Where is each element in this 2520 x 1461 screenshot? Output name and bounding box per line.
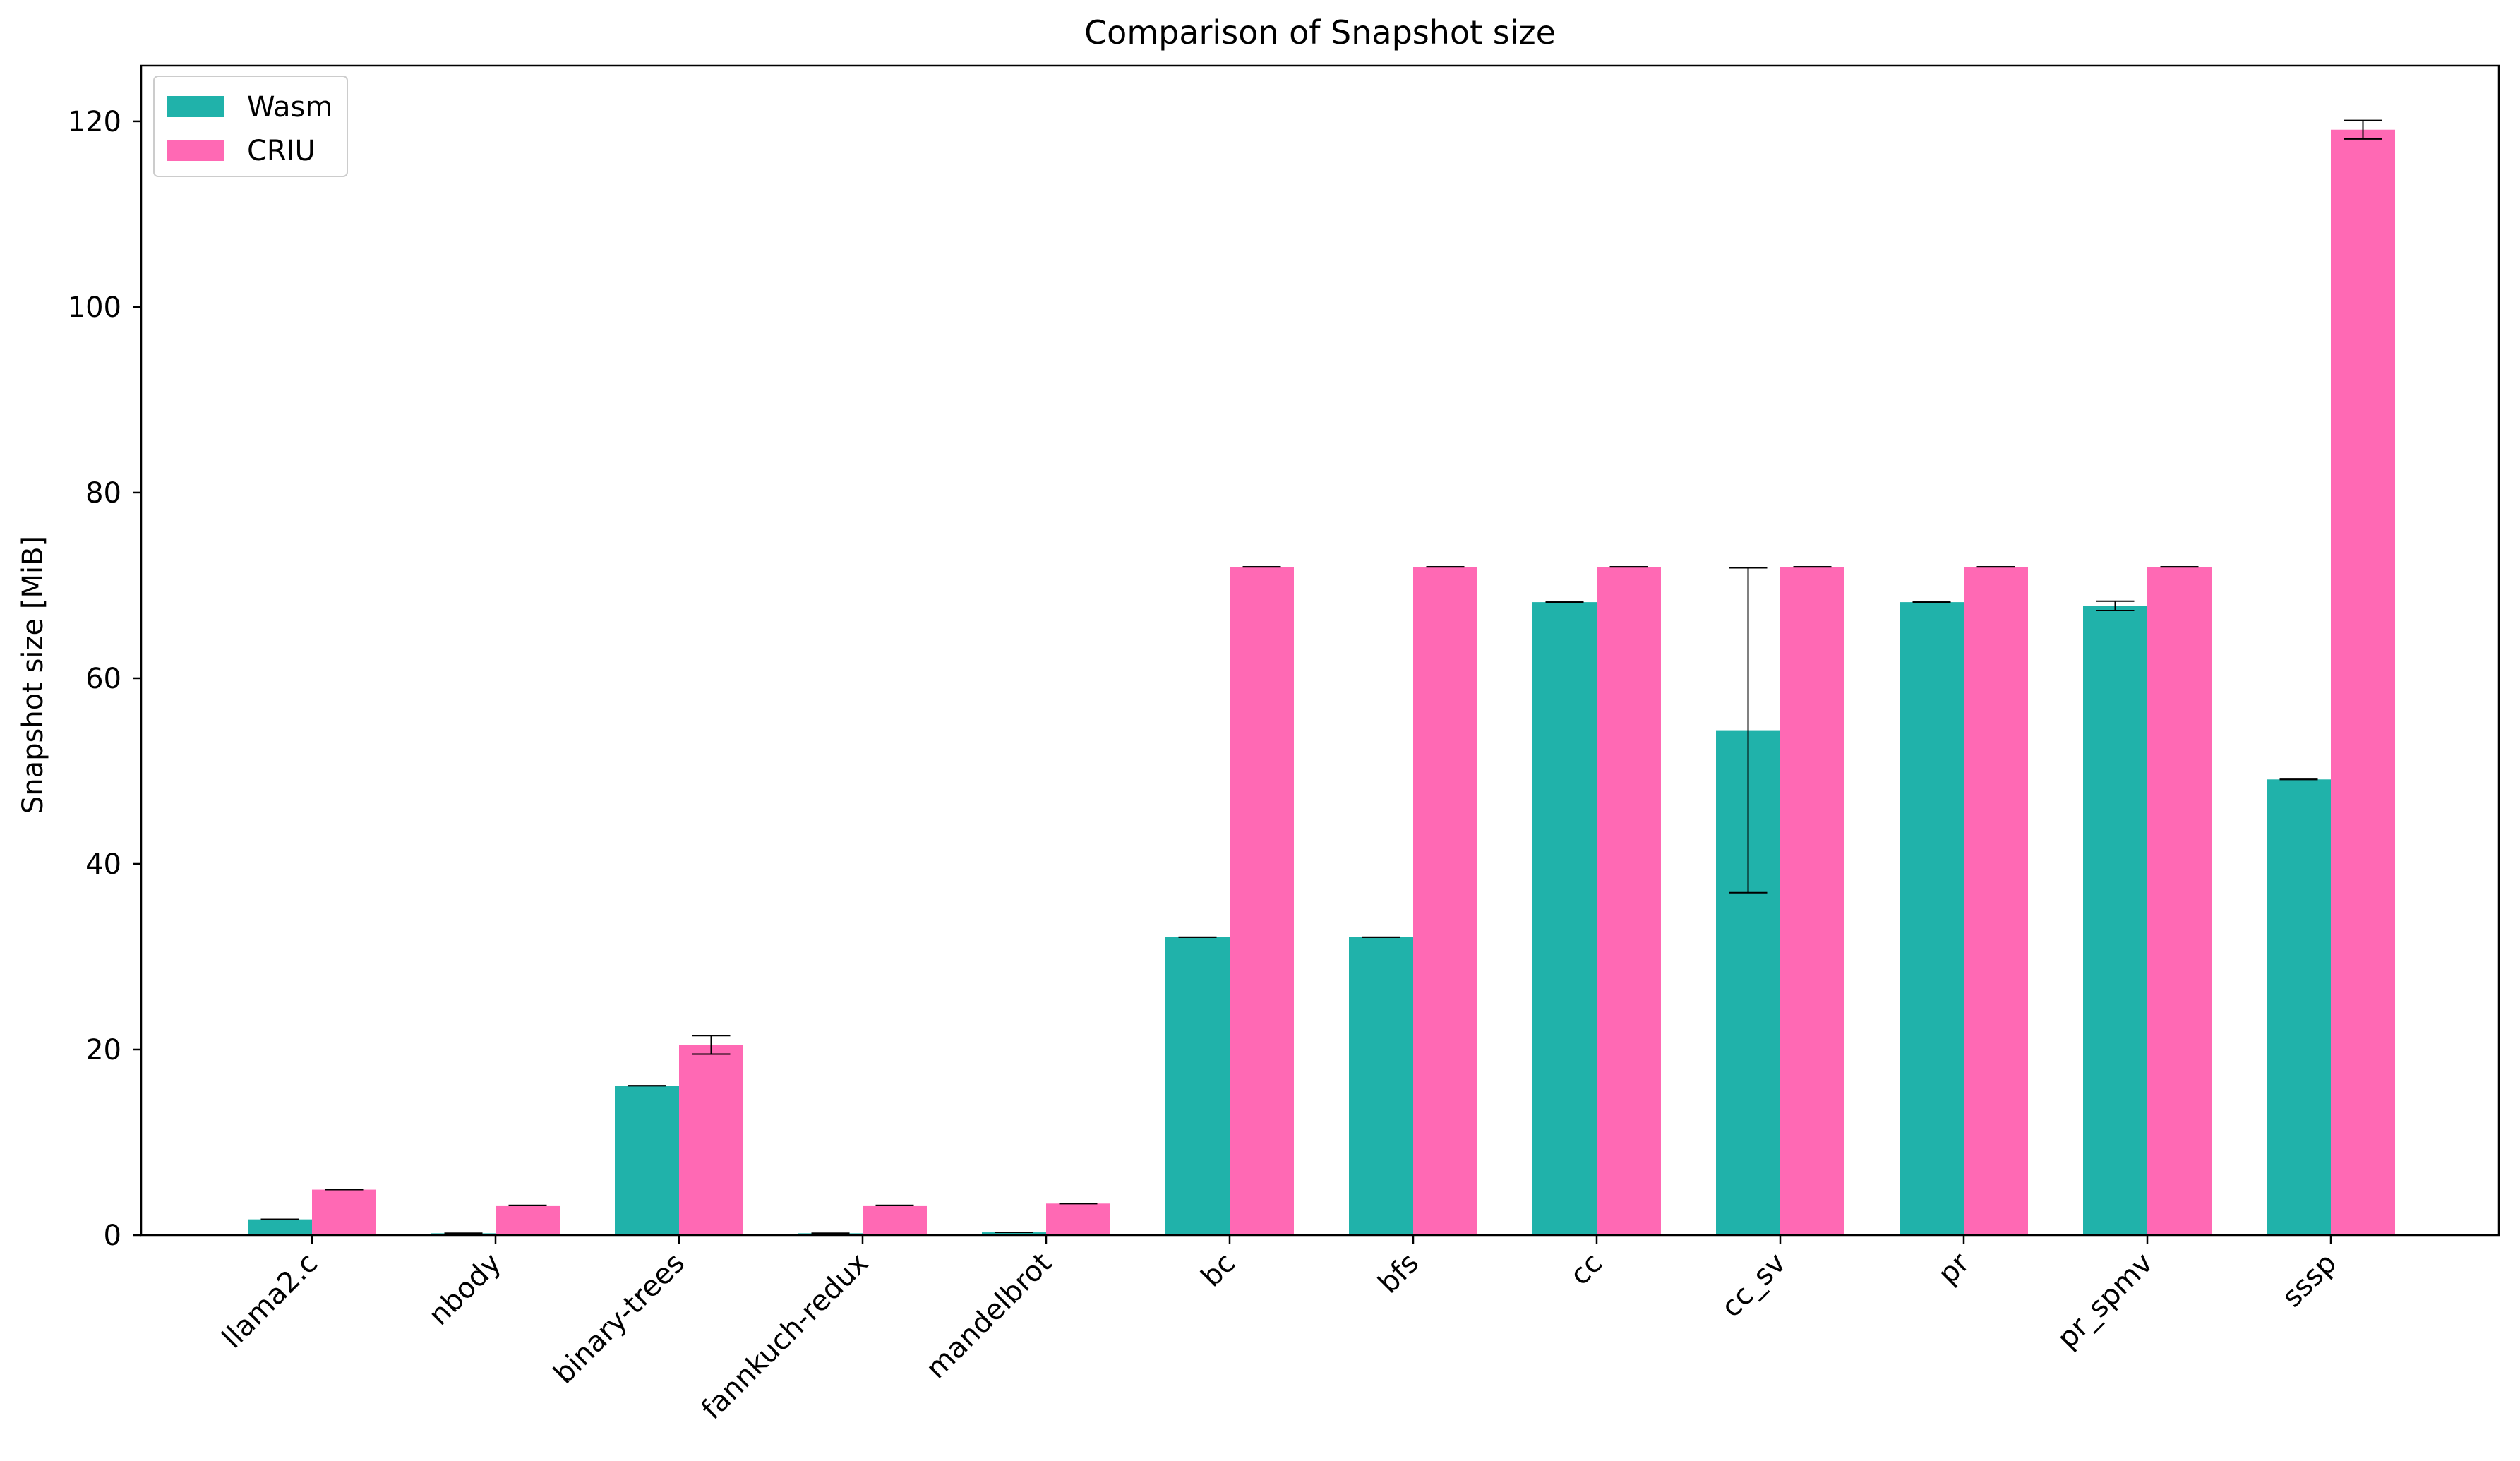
- legend-swatch-wasm: [167, 96, 224, 117]
- bar-criu-binary-trees: [679, 1045, 743, 1235]
- bar-wasm-cc: [1532, 602, 1597, 1235]
- bar-criu-bc: [1230, 567, 1294, 1235]
- y-tick-label-60: 60: [85, 663, 121, 695]
- bar-criu-bfs: [1413, 567, 1477, 1235]
- legend: Wasm CRIU: [153, 76, 348, 177]
- y-tick-label-20: 20: [85, 1034, 121, 1066]
- bar-criu-pr: [1964, 567, 2028, 1235]
- bar-criu-sssp: [2331, 129, 2395, 1235]
- error-bar-criu-sssp: [2344, 119, 2382, 140]
- bar-wasm-pr_spmv: [2083, 606, 2147, 1235]
- y-axis-label: Snapshot size [MiB]: [17, 536, 49, 814]
- error-bar-wasm-pr_spmv: [2096, 600, 2135, 611]
- bar-wasm-bfs: [1349, 937, 1413, 1235]
- y-tick-label-120: 120: [68, 106, 121, 138]
- y-tick-label-0: 0: [104, 1220, 121, 1252]
- bar-criu-mandelbrot: [1046, 1203, 1110, 1235]
- error-bar-wasm-cc_sv: [1729, 567, 1768, 894]
- bar-wasm-pr: [1900, 602, 1964, 1235]
- legend-label-wasm: Wasm: [247, 91, 332, 124]
- bar-criu-llama2.c: [312, 1189, 376, 1235]
- bar-wasm-sssp: [2267, 779, 2331, 1235]
- bars-layer: [248, 129, 2395, 1235]
- error-bar-criu-binary-trees: [692, 1035, 731, 1055]
- chart-title: Comparison of Snapshot size: [1084, 13, 1556, 52]
- bar-wasm-fannkuch-redux: [798, 1233, 863, 1235]
- bar-wasm-nbody: [431, 1233, 496, 1235]
- y-tick-label-100: 100: [68, 291, 121, 324]
- bar-wasm-binary-trees: [615, 1086, 679, 1235]
- bar-criu-cc_sv: [1780, 567, 1844, 1235]
- bar-wasm-mandelbrot: [982, 1232, 1046, 1235]
- legend-label-criu: CRIU: [247, 135, 316, 167]
- bar-criu-pr_spmv: [2147, 567, 2212, 1235]
- bar-criu-cc: [1597, 567, 1661, 1235]
- y-axis: 0 20 40 60 80 100 120: [68, 106, 141, 1252]
- bar-wasm-llama2.c: [248, 1219, 312, 1235]
- bar-wasm-bc: [1165, 937, 1230, 1235]
- legend-swatch-criu: [167, 140, 224, 161]
- y-tick-label-80: 80: [85, 477, 121, 510]
- bar-criu-nbody: [496, 1205, 560, 1235]
- y-tick-label-40: 40: [85, 848, 121, 881]
- bar-criu-fannkuch-redux: [863, 1205, 927, 1235]
- plot-frame: [140, 64, 2500, 1237]
- error-bars-layer: [260, 119, 2382, 1234]
